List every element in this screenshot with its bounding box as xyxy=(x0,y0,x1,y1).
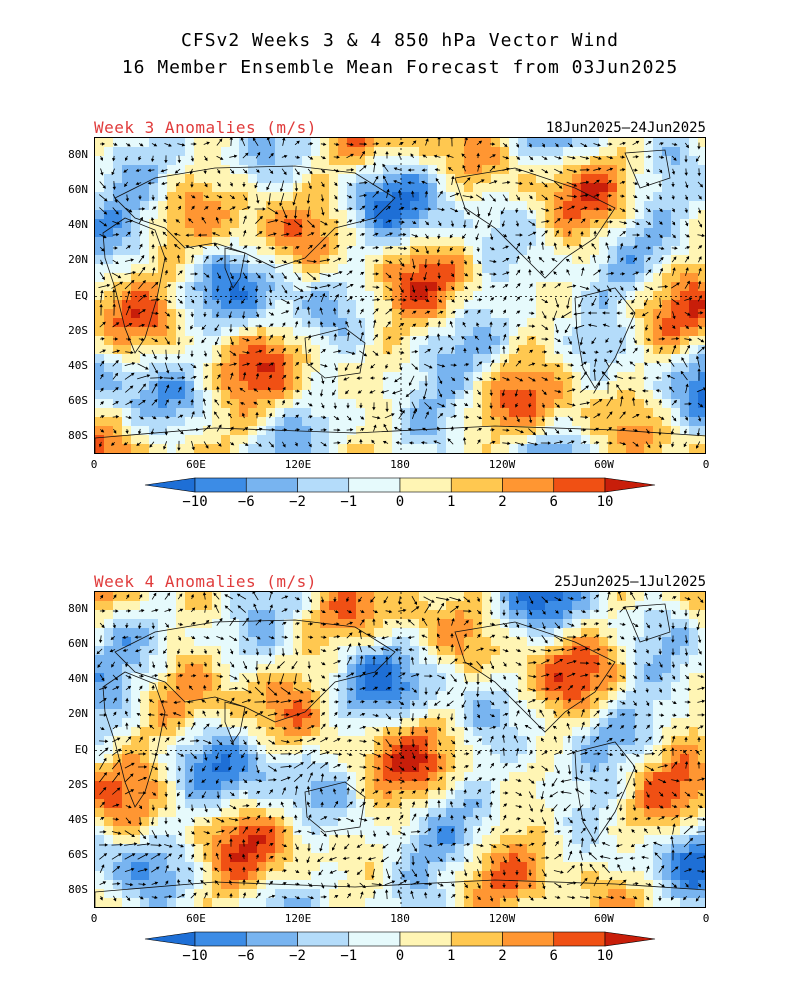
colorbar-tick-label: 0 xyxy=(380,494,420,510)
colorbar-low-triangle xyxy=(145,478,195,492)
colorbar-tick-label: 10 xyxy=(585,494,625,510)
colorbar-bin xyxy=(349,932,400,946)
figure-title-line1: CFSv2 Weeks 3 & 4 850 hPa Vector Wind xyxy=(0,30,800,51)
colorbar-bin xyxy=(503,478,554,492)
colorbar-tick-label: 1 xyxy=(431,948,471,964)
colorbar-tick-label: −10 xyxy=(175,494,215,510)
colorbar-tick-label: −6 xyxy=(226,494,266,510)
colorbar-tick-label: −1 xyxy=(329,494,369,510)
colorbar-tick-label: 6 xyxy=(534,948,574,964)
colorbar-tick-label: −2 xyxy=(278,948,318,964)
colorbar-bin xyxy=(451,478,502,492)
colorbar-bin xyxy=(195,932,246,946)
colorbar-bin xyxy=(195,478,246,492)
colorbar-tick-label: −10 xyxy=(175,948,215,964)
colorbar-tick-label: 6 xyxy=(534,494,574,510)
colorbar-bin xyxy=(400,478,451,492)
colorbar-high-triangle xyxy=(605,932,655,946)
colorbar-bin xyxy=(451,932,502,946)
colorbar-bin xyxy=(298,478,349,492)
colorbar-tick-label: 2 xyxy=(483,494,523,510)
colorbar-bin xyxy=(554,478,605,492)
colorbar-tick-label: 2 xyxy=(483,948,523,964)
week3-panel: Week 3 Anomalies (m/s) 18Jun2025‒24Jun20… xyxy=(0,112,800,552)
colorbar-bin xyxy=(246,478,297,492)
colorbar-low-triangle xyxy=(145,932,195,946)
colorbar-tick-label: 0 xyxy=(380,948,420,964)
colorbar-bin xyxy=(503,932,554,946)
colorbar-tick-label: 1 xyxy=(431,494,471,510)
figure-title-line2: 16 Member Ensemble Mean Forecast from 03… xyxy=(0,57,800,78)
week3-colorbar xyxy=(0,112,800,552)
colorbar-bin xyxy=(246,932,297,946)
week4-colorbar xyxy=(0,566,800,1006)
colorbar-tick-label: 10 xyxy=(585,948,625,964)
colorbar-tick-label: −6 xyxy=(226,948,266,964)
colorbar-tick-label: −2 xyxy=(278,494,318,510)
colorbar-tick-label: −1 xyxy=(329,948,369,964)
week4-panel: Week 4 Anomalies (m/s) 25Jun2025‒1Jul202… xyxy=(0,566,800,1006)
colorbar-high-triangle xyxy=(605,478,655,492)
colorbar-bin xyxy=(554,932,605,946)
colorbar-bin xyxy=(400,932,451,946)
colorbar-bin xyxy=(298,932,349,946)
colorbar-bin xyxy=(349,478,400,492)
